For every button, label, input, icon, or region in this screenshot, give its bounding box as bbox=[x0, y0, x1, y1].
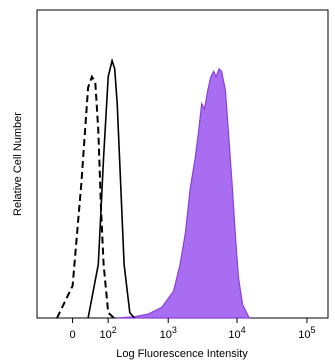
x-tick-label: 105 bbox=[298, 325, 315, 341]
x-axis-title: Log Fluorescence Intensity bbox=[116, 348, 248, 360]
series-dashed-histogram bbox=[56, 74, 115, 319]
series-solid-histogram bbox=[87, 57, 136, 319]
series-layer bbox=[56, 57, 251, 319]
y-axis-title: Relative Cell Number bbox=[12, 112, 24, 216]
series-filled-histogram bbox=[117, 67, 251, 319]
x-tick-label: 0 bbox=[70, 329, 76, 341]
x-axis-ticks: 0 102 103 104 105 bbox=[70, 318, 316, 341]
x-tick-label: 104 bbox=[228, 325, 245, 341]
x-tick-label: 103 bbox=[160, 325, 177, 341]
x-tick-label: 102 bbox=[100, 325, 117, 341]
